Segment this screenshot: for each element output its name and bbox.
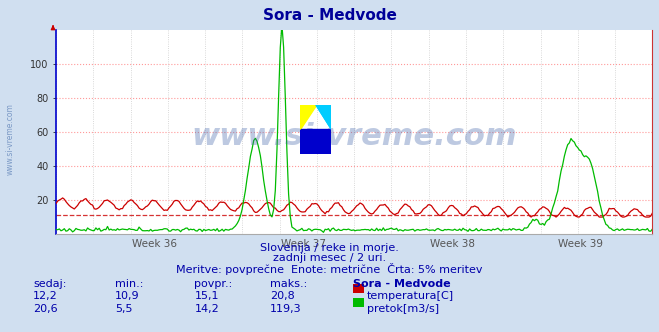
Polygon shape	[300, 105, 316, 129]
Text: Meritve: povprečne  Enote: metrične  Črta: 5% meritev: Meritve: povprečne Enote: metrične Črta:…	[176, 263, 483, 275]
Polygon shape	[300, 129, 331, 154]
Text: Sora - Medvode: Sora - Medvode	[353, 279, 450, 289]
Polygon shape	[316, 105, 331, 129]
Text: 10,9: 10,9	[115, 291, 140, 301]
Text: pretok[m3/s]: pretok[m3/s]	[367, 304, 439, 314]
Text: povpr.:: povpr.:	[194, 279, 233, 289]
Text: www.si-vreme.com: www.si-vreme.com	[5, 104, 14, 175]
Text: 5,5: 5,5	[115, 304, 133, 314]
Text: Slovenija / reke in morje.: Slovenija / reke in morje.	[260, 243, 399, 253]
Text: 14,2: 14,2	[194, 304, 219, 314]
Text: temperatura[C]: temperatura[C]	[367, 291, 454, 301]
Text: zadnji mesec / 2 uri.: zadnji mesec / 2 uri.	[273, 253, 386, 263]
Text: www.si-vreme.com: www.si-vreme.com	[191, 122, 517, 150]
Polygon shape	[300, 105, 316, 129]
Text: sedaj:: sedaj:	[33, 279, 67, 289]
Text: 20,8: 20,8	[270, 291, 295, 301]
Text: 15,1: 15,1	[194, 291, 219, 301]
Text: 12,2: 12,2	[33, 291, 58, 301]
Text: maks.:: maks.:	[270, 279, 308, 289]
Text: 20,6: 20,6	[33, 304, 57, 314]
Text: 119,3: 119,3	[270, 304, 302, 314]
Text: Sora - Medvode: Sora - Medvode	[262, 8, 397, 23]
Text: min.:: min.:	[115, 279, 144, 289]
Polygon shape	[316, 105, 331, 129]
